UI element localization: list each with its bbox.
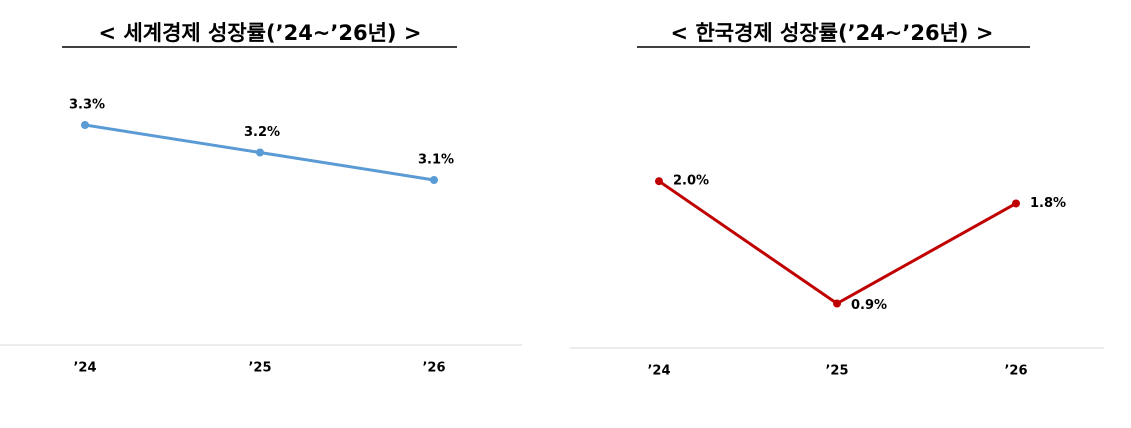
data-label: 3.2%: [244, 125, 280, 140]
point: [256, 148, 264, 157]
point: [1012, 199, 1020, 208]
x-tick-label: ’26: [1004, 364, 1027, 379]
data-label: 3.3%: [69, 98, 105, 113]
line: [658, 179, 1017, 306]
x-tick-label: ’25: [248, 361, 271, 376]
x-tick-label: ’24: [73, 361, 96, 376]
point: [430, 176, 438, 184]
data-label: 0.9%: [851, 298, 887, 313]
data-label: 2.0%: [673, 174, 709, 189]
x-tick-label: ’25: [825, 364, 848, 379]
chart-title: < 한국경제 성장률(’24~’26년) >: [671, 21, 994, 45]
point: [833, 299, 841, 308]
point: [81, 121, 89, 129]
data-label: 3.1%: [418, 153, 454, 168]
x-tick-label: ’26: [422, 361, 445, 376]
data-label: 1.8%: [1030, 196, 1066, 211]
chart-title: < 세계경제 성장률(’24~’26년) >: [99, 21, 422, 45]
x-tick-label: ’24: [647, 364, 670, 379]
point: [655, 177, 663, 186]
